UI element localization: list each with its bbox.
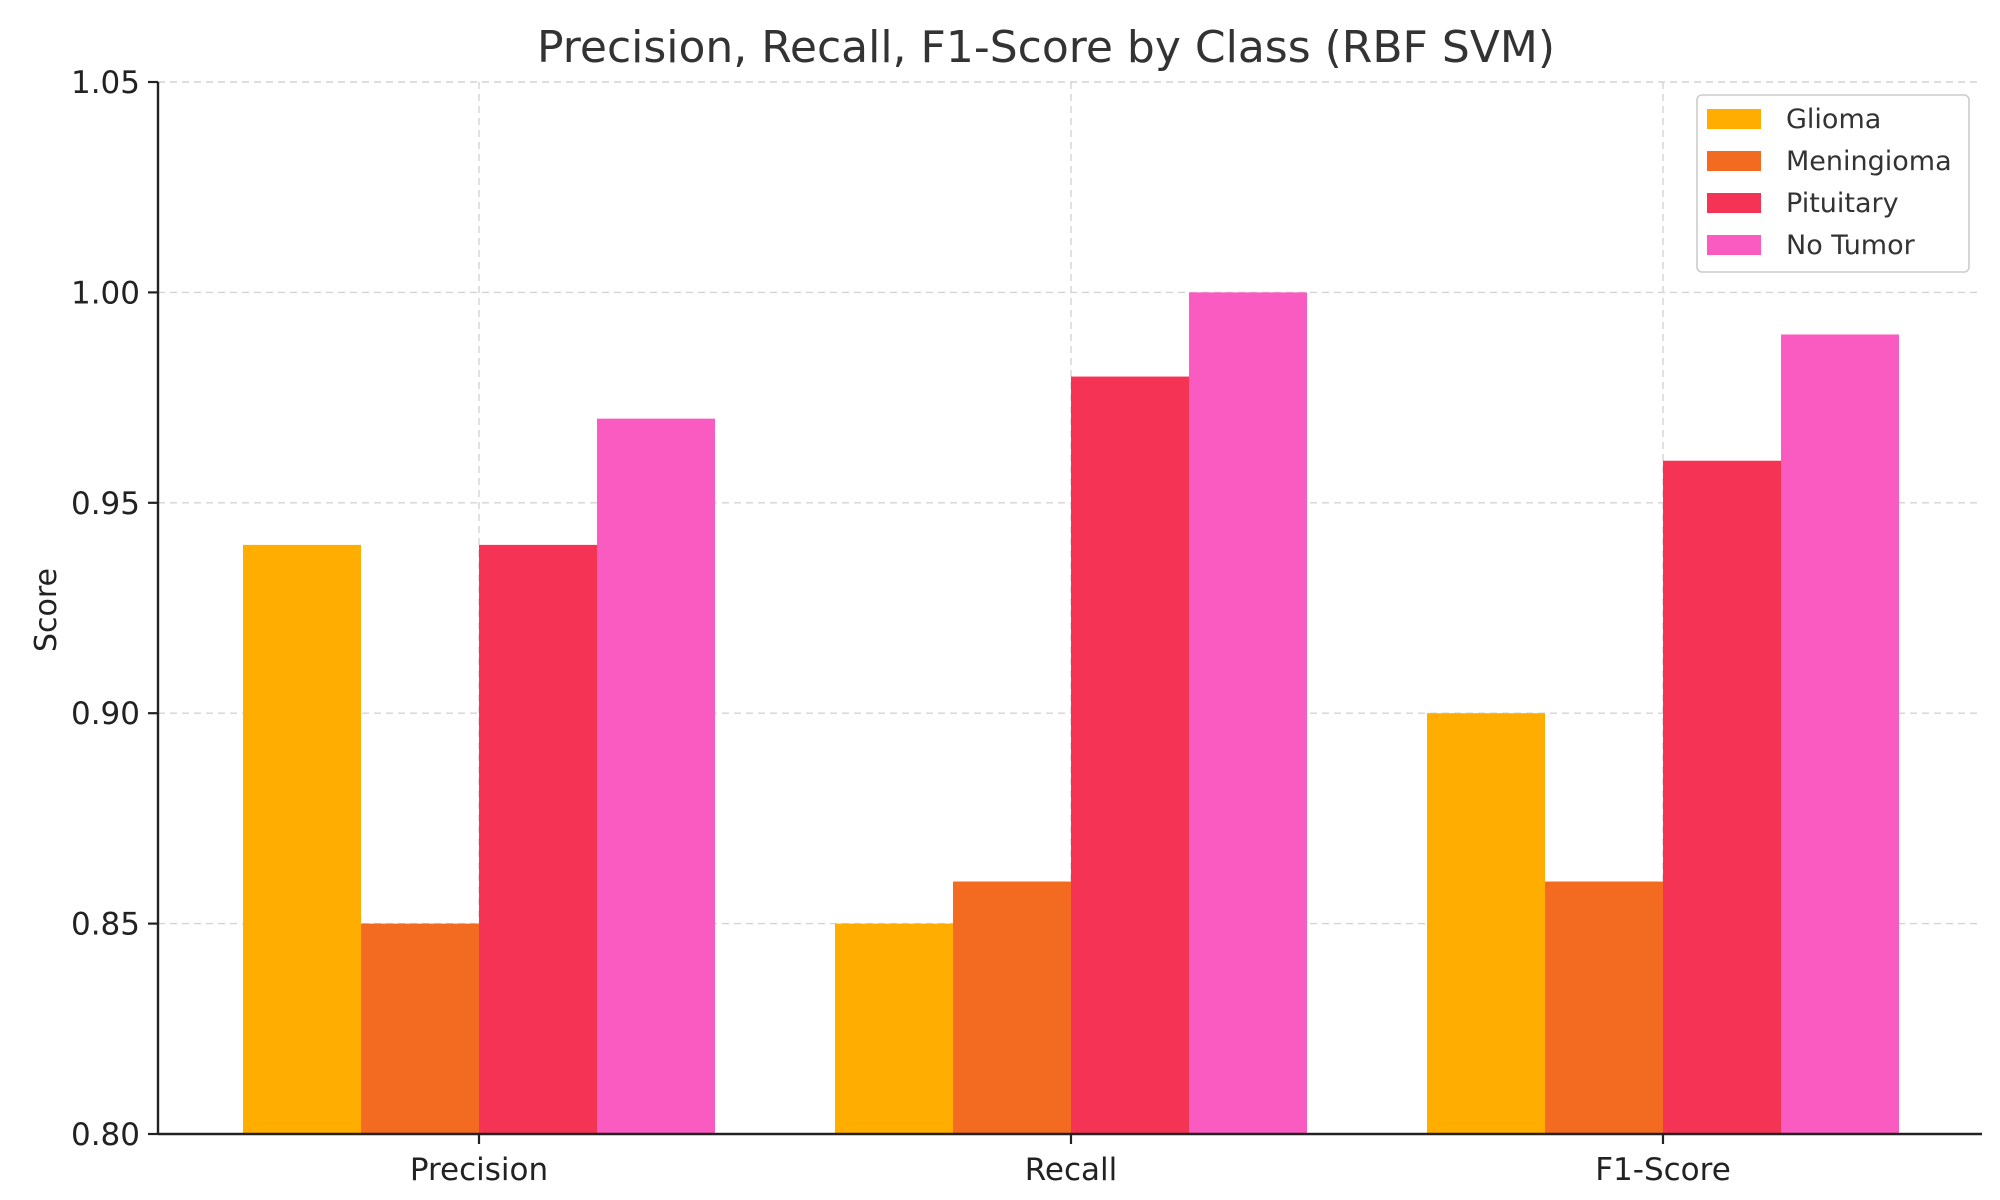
bar-meningioma-f1-score <box>1545 881 1663 1134</box>
legend-swatch <box>1707 151 1761 171</box>
x-tick-label: Precision <box>410 1152 548 1188</box>
bars <box>243 292 1899 1135</box>
legend-swatch <box>1707 193 1761 213</box>
y-tick-label: 0.80 <box>71 1117 140 1153</box>
bar-pituitary-f1-score <box>1663 460 1781 1135</box>
bar-pituitary-precision <box>479 544 597 1134</box>
legend-frame <box>1696 94 1970 273</box>
y-tick-label: 1.05 <box>71 65 140 101</box>
bar-glioma-f1-score <box>1427 713 1545 1134</box>
legend-swatch <box>1707 109 1761 129</box>
legend-label: No Tumor <box>1786 230 1916 261</box>
chart-title: Precision, Recall, F1-Score by Class (RB… <box>537 22 1555 73</box>
y-tick-label: 0.90 <box>71 696 140 732</box>
x-tick-label: Recall <box>1025 1152 1118 1188</box>
legend-label: Glioma <box>1786 104 1881 135</box>
y-axis-label: Score <box>29 568 64 652</box>
legend-swatch <box>1707 235 1761 255</box>
legend-label: Pituitary <box>1786 188 1899 219</box>
axes <box>148 80 1982 1144</box>
legend: Glioma Meningioma Pituitary No Tumor <box>1696 94 1970 273</box>
bar-meningioma-recall <box>953 881 1071 1134</box>
bar-no-tumor-f1-score <box>1781 334 1899 1135</box>
bar-glioma-recall <box>835 923 953 1134</box>
tick-labels: 0.80 0.85 0.90 0.95 1.00 1.05 Precision Recall F… <box>71 65 1731 1188</box>
x-tick-label: F1-Score <box>1595 1152 1731 1188</box>
bar-meningioma-precision <box>361 923 479 1134</box>
y-tick-label: 0.85 <box>71 907 140 943</box>
bar-pituitary-recall <box>1071 376 1189 1134</box>
bar-no-tumor-recall <box>1189 292 1307 1134</box>
legend-label: Meningioma <box>1786 146 1952 177</box>
bar-no-tumor-precision <box>597 418 715 1134</box>
y-tick-label: 1.00 <box>71 275 140 311</box>
bar-glioma-precision <box>243 544 361 1134</box>
y-tick-label: 0.95 <box>71 486 140 522</box>
